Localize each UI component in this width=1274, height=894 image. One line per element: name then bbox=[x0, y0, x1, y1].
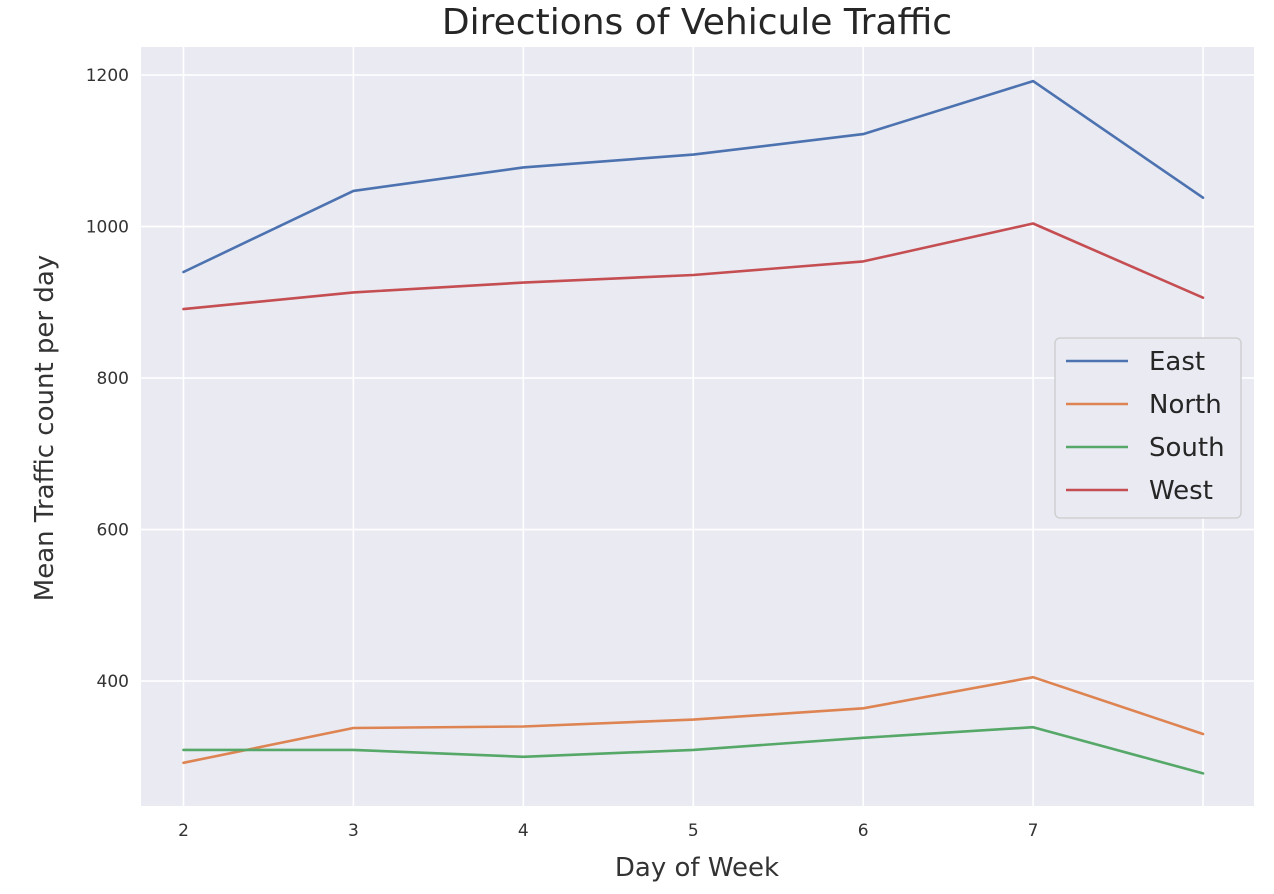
legend-label-east: East bbox=[1149, 347, 1205, 377]
y-tick-labels: 400 600 800 1000 1200 bbox=[86, 66, 129, 692]
series-line-east bbox=[182, 79, 1205, 274]
series-line-south bbox=[182, 725, 1205, 775]
x-tick-label: 2 bbox=[178, 821, 189, 841]
x-axis-label: Day of Week bbox=[615, 853, 779, 883]
x-tick-labels: 2 3 4 5 6 7 bbox=[178, 821, 1038, 841]
legend: East North South West bbox=[1054, 337, 1242, 519]
legend-label-south: South bbox=[1149, 433, 1225, 463]
x-tick-label: 7 bbox=[1028, 821, 1039, 841]
series-layer bbox=[182, 79, 1205, 775]
y-axis-label: Mean Traffic count per day bbox=[30, 255, 60, 601]
y-tick-label: 1200 bbox=[86, 66, 129, 86]
y-tick-label: 800 bbox=[97, 369, 129, 389]
y-tick-label: 600 bbox=[97, 521, 129, 541]
series-line-north bbox=[182, 675, 1205, 765]
chart-title: Directions of Vehicule Traffic bbox=[442, 2, 952, 43]
legend-label-north: North bbox=[1149, 390, 1222, 420]
x-gridlines bbox=[182, 47, 1204, 806]
x-tick-label: 5 bbox=[688, 821, 699, 841]
y-tick-label: 400 bbox=[97, 672, 129, 692]
x-tick-label: 6 bbox=[858, 821, 869, 841]
legend-box bbox=[1054, 337, 1242, 519]
legend-label-west: West bbox=[1149, 476, 1213, 506]
x-tick-label: 4 bbox=[518, 821, 529, 841]
y-tick-label: 1000 bbox=[86, 218, 129, 238]
series-line-west bbox=[182, 222, 1205, 311]
x-tick-label: 3 bbox=[348, 821, 359, 841]
